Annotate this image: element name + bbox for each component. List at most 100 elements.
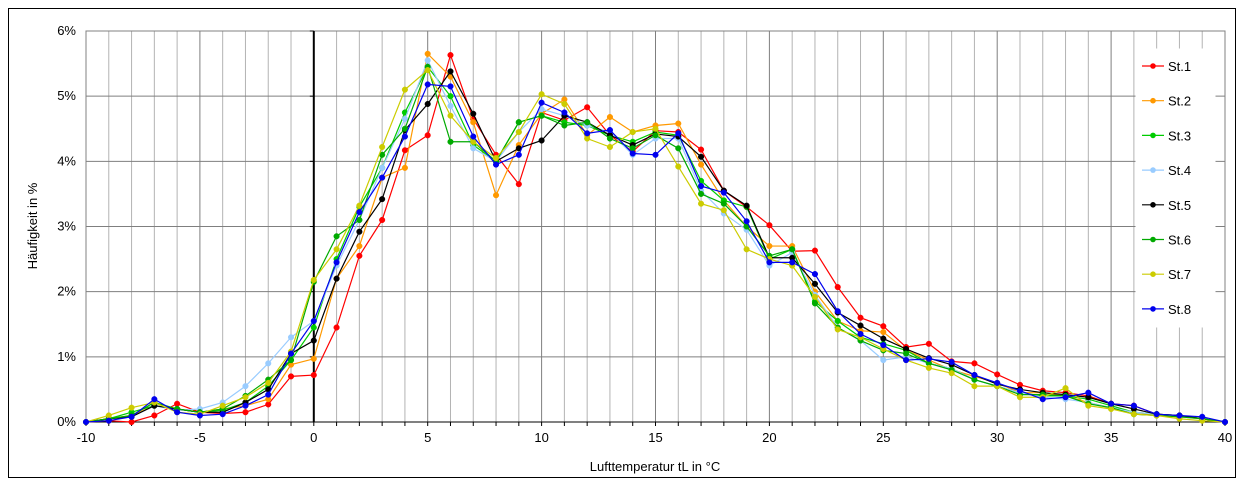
data-point xyxy=(584,130,591,137)
x-tick-labels: -10 -5 0 5 10 15 20 25 30 35 40 xyxy=(77,430,1233,445)
legend-item: St.3 xyxy=(1142,128,1191,143)
data-point xyxy=(424,100,431,108)
data-point xyxy=(789,246,796,253)
data-point xyxy=(447,93,454,100)
data-point xyxy=(538,91,545,98)
data-point xyxy=(811,300,819,307)
legend-label: St.3 xyxy=(1168,128,1191,143)
data-point xyxy=(265,391,272,398)
data-point xyxy=(333,259,340,266)
data-point xyxy=(379,164,386,171)
data-point xyxy=(811,280,819,287)
data-point xyxy=(994,371,1001,378)
legend: St.1 St.2 St.3 St.4 St.5 St.6 St.7 St.8 xyxy=(1135,48,1216,328)
data-point xyxy=(265,360,272,367)
data-point xyxy=(356,202,363,209)
y-tick-label: 5% xyxy=(57,88,76,103)
data-point xyxy=(857,330,864,338)
data-point xyxy=(447,112,454,119)
data-point xyxy=(675,120,682,127)
data-point xyxy=(652,125,659,132)
y-tick-label: 4% xyxy=(57,153,76,168)
data-point xyxy=(971,383,978,390)
data-point xyxy=(538,137,545,144)
data-point xyxy=(834,284,841,291)
data-point xyxy=(971,372,978,379)
data-point xyxy=(743,246,750,253)
legend-label: St.8 xyxy=(1168,302,1191,317)
data-point xyxy=(948,370,955,377)
data-point xyxy=(811,247,819,254)
data-point xyxy=(720,207,727,214)
data-point xyxy=(789,259,796,266)
data-point xyxy=(515,119,522,126)
data-point xyxy=(333,246,340,253)
data-point xyxy=(675,145,682,152)
legend-swatch-marker xyxy=(1150,63,1156,69)
data-point xyxy=(242,394,249,401)
data-point xyxy=(401,86,408,93)
data-point xyxy=(424,50,431,57)
data-point xyxy=(424,81,431,88)
data-point xyxy=(903,357,910,364)
data-point xyxy=(470,145,477,152)
data-point xyxy=(379,143,386,151)
legend-box xyxy=(1135,48,1216,328)
y-tick-label: 1% xyxy=(57,349,76,364)
data-point xyxy=(880,335,887,342)
legend-item: St.4 xyxy=(1142,163,1191,178)
x-tick-label: 35 xyxy=(1104,430,1118,445)
data-point xyxy=(834,326,841,333)
data-point xyxy=(766,243,773,250)
data-point xyxy=(880,357,887,364)
y-tick-label: 6% xyxy=(57,23,76,38)
data-point xyxy=(401,133,408,140)
data-point xyxy=(766,222,773,229)
x-tick-label: 5 xyxy=(424,430,431,445)
legend-swatch-marker xyxy=(1150,271,1156,278)
data-point xyxy=(1108,400,1115,407)
data-point xyxy=(447,102,454,109)
legend-swatch-marker xyxy=(1150,236,1156,243)
legend-label: St.1 xyxy=(1168,59,1191,74)
legend-label: St.5 xyxy=(1168,198,1191,213)
data-point xyxy=(1016,394,1024,401)
data-point xyxy=(1085,389,1092,396)
data-point xyxy=(584,135,591,142)
data-point xyxy=(447,83,454,90)
data-point xyxy=(652,132,659,139)
legend-item: St.5 xyxy=(1142,198,1191,213)
data-point xyxy=(880,329,887,336)
data-point xyxy=(675,130,682,137)
x-tick-label: 15 xyxy=(648,430,662,445)
data-point xyxy=(698,153,705,160)
data-point xyxy=(834,308,841,315)
data-point xyxy=(379,174,386,181)
data-point xyxy=(401,164,408,171)
data-point xyxy=(470,133,477,140)
data-point xyxy=(424,132,431,139)
data-point xyxy=(1199,413,1206,420)
x-tick-label: 40 xyxy=(1218,430,1232,445)
data-point xyxy=(287,334,295,341)
data-point xyxy=(606,135,613,142)
legend-item: St.8 xyxy=(1142,302,1191,317)
data-point xyxy=(310,355,317,362)
data-point xyxy=(925,355,932,362)
data-point xyxy=(743,218,750,225)
data-point xyxy=(128,413,135,420)
data-point xyxy=(151,396,158,403)
data-point xyxy=(310,276,317,283)
x-tick-label: 25 xyxy=(876,430,890,445)
data-point xyxy=(105,417,112,424)
legend-item: St.7 xyxy=(1142,267,1191,282)
legend-label: St.6 xyxy=(1168,233,1191,248)
data-point xyxy=(584,119,591,126)
data-point xyxy=(82,418,90,426)
data-point xyxy=(1062,385,1069,392)
data-point xyxy=(561,100,568,108)
data-point xyxy=(447,52,454,59)
data-point xyxy=(242,409,249,416)
legend-label: St.7 xyxy=(1168,267,1191,282)
data-point xyxy=(1039,396,1046,403)
